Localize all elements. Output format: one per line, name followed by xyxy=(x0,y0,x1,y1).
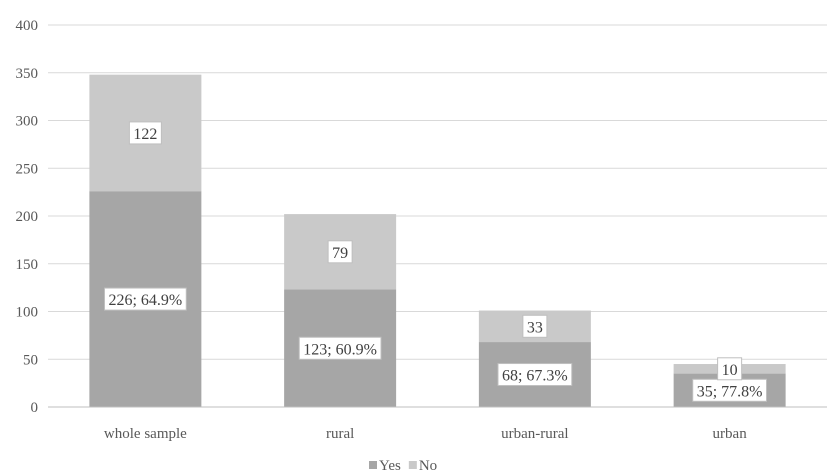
data-label-box xyxy=(298,336,382,360)
data-label-text: 79 xyxy=(332,245,348,262)
data-label-box xyxy=(103,287,187,311)
data-label-text: 122 xyxy=(133,126,157,143)
y-axis-tick-labels: 0 50 100 150 200 250 300 350 400 xyxy=(16,18,39,416)
x-category-label: urban-rural xyxy=(501,426,568,442)
y-tick-label: 150 xyxy=(16,257,39,273)
x-category-label: whole sample xyxy=(104,426,187,442)
y-tick-label: 400 xyxy=(16,18,39,34)
legend-swatch-no xyxy=(408,461,417,469)
bars xyxy=(89,74,786,407)
data-label-text: 68; 67.3% xyxy=(502,368,568,385)
data-label: 10 xyxy=(717,357,743,381)
y-tick-label: 50 xyxy=(23,352,38,368)
legend-label-yes: Yes xyxy=(379,458,401,474)
legend: Yes No xyxy=(369,458,437,474)
data-label-text: 33 xyxy=(527,319,543,336)
y-tick-label: 100 xyxy=(16,305,39,321)
y-tick-label: 300 xyxy=(16,114,39,130)
data-label: 35; 77.8% xyxy=(692,378,768,402)
data-labels: 226; 64.9% 122 123; 60.9% 79 68; 67.3% 33 35; … xyxy=(103,121,768,402)
data-label: 68; 67.3% xyxy=(497,363,573,387)
x-axis-category-labels: whole sample rural urban-rural urban xyxy=(104,426,747,442)
data-label: 123; 60.9% xyxy=(298,336,382,360)
y-tick-label: 350 xyxy=(16,66,39,82)
data-label-box xyxy=(327,240,353,264)
y-tick-label: 250 xyxy=(16,161,39,177)
data-label: 79 xyxy=(327,240,353,264)
data-label-text: 35; 77.8% xyxy=(697,383,763,400)
y-tick-label: 0 xyxy=(31,400,39,416)
data-label: 226; 64.9% xyxy=(103,287,187,311)
data-label-box xyxy=(522,314,548,338)
x-category-label: rural xyxy=(326,426,354,442)
data-label-text: 123; 60.9% xyxy=(303,341,377,358)
data-label: 122 xyxy=(128,121,162,145)
legend-label-no: No xyxy=(419,458,437,474)
x-category-label: urban xyxy=(713,426,748,442)
data-label-box xyxy=(128,121,162,145)
data-label: 33 xyxy=(522,314,548,338)
data-label-box xyxy=(497,363,573,387)
data-label-text: 226; 64.9% xyxy=(108,292,182,309)
y-tick-label: 200 xyxy=(16,209,39,225)
legend-swatch-yes xyxy=(369,461,377,469)
data-label-text: 10 xyxy=(722,362,738,379)
data-label-box xyxy=(717,357,743,381)
